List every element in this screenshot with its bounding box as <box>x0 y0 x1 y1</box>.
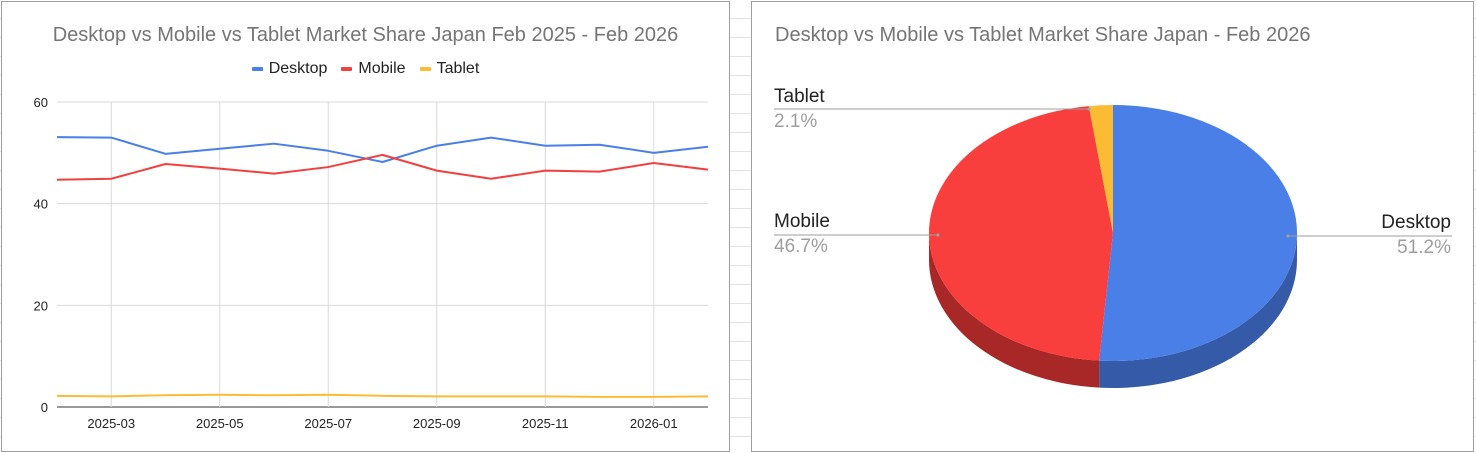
series-line-mobile[interactable] <box>56 153 709 181</box>
pie-label-desktop: Desktop <box>1381 212 1451 233</box>
legend-label-mobile: Mobile <box>358 60 406 77</box>
pie-side-mobile <box>929 233 1100 388</box>
line-chart-title: Desktop vs Mobile vs Tablet Market Share… <box>52 24 679 46</box>
x-tick-label: 2025-09 <box>413 416 461 431</box>
pie-leader-dot <box>1286 234 1290 238</box>
pie-chart-panel[interactable]: Desktop vs Mobile vs Tablet Market Share… <box>751 1 1474 452</box>
pie-slice-desktop[interactable] <box>1099 105 1297 361</box>
pie-pct-mobile: 46.7% <box>774 236 828 257</box>
x-tick-label: 2026-01 <box>630 416 678 431</box>
legend-swatch-mobile <box>341 67 353 71</box>
y-tick-label: 20 <box>34 298 48 313</box>
line-chart-panel[interactable]: Desktop vs Mobile vs Tablet Market Share… <box>1 1 730 452</box>
x-tick-label: 2025-03 <box>87 416 135 431</box>
y-tick-label: 40 <box>34 197 48 212</box>
y-tick-label: 0 <box>41 400 48 415</box>
pie-label-mobile: Mobile <box>774 211 830 232</box>
pie-leader-dot <box>1087 107 1091 111</box>
x-tick-label: 2025-11 <box>522 416 569 431</box>
line-chart-plot: 0 20 40 60 2025-03 2025-05 2025-07 2025-09 2025-… <box>34 95 709 431</box>
legend-item-desktop[interactable]: Desktop <box>251 60 328 78</box>
legend-label-desktop: Desktop <box>268 60 328 77</box>
x-tick-label: 2025-05 <box>196 416 244 431</box>
pie-chart-title: Desktop vs Mobile vs Tablet Market Share… <box>775 24 1311 46</box>
legend-swatch-tablet <box>419 67 431 71</box>
series-line-tablet[interactable] <box>56 393 709 398</box>
pie-pct-desktop: 51.2% <box>1397 237 1451 258</box>
legend-label-tablet: Tablet <box>436 60 480 77</box>
x-tick-label: 2025-07 <box>304 416 352 431</box>
legend-item-tablet[interactable]: Tablet <box>419 60 480 78</box>
pie-chart-plot <box>774 105 1452 388</box>
series-line-desktop[interactable] <box>56 136 709 163</box>
line-chart-legend: Desktop Mobile Tablet <box>2 60 729 78</box>
pie-label-tablet: Tablet <box>774 86 825 107</box>
legend-swatch-desktop <box>251 67 263 71</box>
pie-slice-tablet[interactable] <box>1088 105 1113 233</box>
pie-side-desktop <box>1099 233 1297 388</box>
pie-pct-tablet: 2.1% <box>774 111 818 132</box>
pie-leader-dot <box>936 233 940 237</box>
pie-slice-mobile[interactable] <box>928 106 1113 361</box>
y-tick-label: 60 <box>34 95 48 110</box>
legend-item-mobile[interactable]: Mobile <box>341 60 406 78</box>
